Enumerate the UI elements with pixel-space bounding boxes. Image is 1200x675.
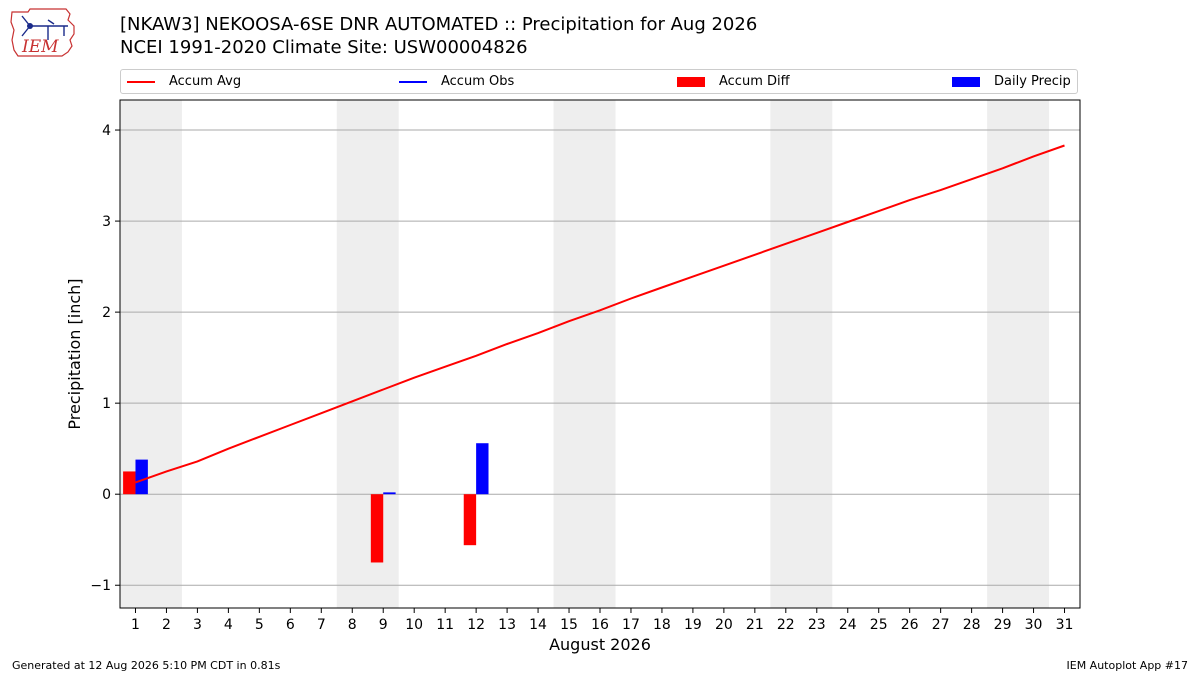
logo-text: IEM xyxy=(21,37,59,57)
x-tick-label-28: 28 xyxy=(963,617,981,633)
x-tick-label-29: 29 xyxy=(994,617,1012,633)
legend-label-accum-diff: Accum Diff xyxy=(719,74,790,89)
x-tick-label-8: 8 xyxy=(348,617,357,633)
daily-precip-bar-12 xyxy=(476,443,489,495)
y-axis-label: Precipitation [inch] xyxy=(65,278,84,429)
x-tick-label-22: 22 xyxy=(777,617,795,633)
x-tick-label-14: 14 xyxy=(529,617,547,633)
x-tick-label-4: 4 xyxy=(224,617,233,633)
y-tick-label-0: −1 xyxy=(90,578,111,594)
legend-swatch-daily-precip xyxy=(952,77,980,87)
x-tick-label-13: 13 xyxy=(498,617,516,633)
iem-logo: IEM xyxy=(10,8,75,57)
x-tick-label-18: 18 xyxy=(653,617,671,633)
x-tick-label-17: 17 xyxy=(622,617,640,633)
x-tick-label-10: 10 xyxy=(405,617,423,633)
footer-app-id: IEM Autoplot App #17 xyxy=(1066,659,1189,672)
weekend-shade-4 xyxy=(987,100,1050,608)
x-tick-label-30: 30 xyxy=(1025,617,1043,633)
x-tick-label-25: 25 xyxy=(870,617,888,633)
x-tick-label-23: 23 xyxy=(808,617,826,633)
accum-avg-line xyxy=(135,144,1065,484)
weekend-shade-3 xyxy=(770,100,833,608)
legend: Accum Avg Accum Obs Accum Diff Daily Pre… xyxy=(120,69,1078,94)
legend-label-accum-obs: Accum Obs xyxy=(441,74,515,89)
y-tick-label-4: 3 xyxy=(102,214,111,230)
accum-diff-bar-9 xyxy=(370,494,384,563)
chart-title: [NKAW3] NEKOOSA-6SE DNR AUTOMATED :: Pre… xyxy=(120,14,758,35)
x-tick-label-5: 5 xyxy=(255,617,264,633)
x-tick-label-16: 16 xyxy=(591,617,609,633)
x-tick-label-1: 1 xyxy=(131,617,140,633)
weekend-shade-2 xyxy=(553,100,616,608)
x-tick-label-2: 2 xyxy=(162,617,171,633)
x-tick-label-7: 7 xyxy=(317,617,326,633)
x-tick-label-26: 26 xyxy=(901,617,919,633)
weekend-shade-0 xyxy=(120,100,182,608)
footer-generated: Generated at 12 Aug 2026 5:10 PM CDT in … xyxy=(12,659,281,672)
x-tick-label-21: 21 xyxy=(746,617,764,633)
chart-subtitle: NCEI 1991-2020 Climate Site: USW00004826 xyxy=(120,37,528,58)
y-tick-label-1: 0 xyxy=(102,487,111,503)
daily-precip-bar-1 xyxy=(135,459,148,495)
x-tick-label-20: 20 xyxy=(715,617,733,633)
weekend-shade-1 xyxy=(336,100,399,608)
x-axis-label: August 2026 xyxy=(549,635,651,654)
accum-diff-bar-1 xyxy=(123,471,136,495)
legend-swatch-accum-diff xyxy=(677,77,705,87)
legend-swatch-accum-avg xyxy=(127,81,155,83)
x-tick-label-11: 11 xyxy=(436,617,454,633)
chart-title-block: [NKAW3] NEKOOSA-6SE DNR AUTOMATED :: Pre… xyxy=(120,13,757,59)
y-tick-label-2: 1 xyxy=(102,396,111,412)
daily-precip-bar-9 xyxy=(383,492,396,495)
legend-swatch-accum-obs xyxy=(399,81,427,83)
legend-label-accum-avg: Accum Avg xyxy=(169,74,242,89)
x-tick-label-15: 15 xyxy=(560,617,578,633)
y-tick-label-5: 4 xyxy=(102,123,111,139)
y-tick-label-3: 2 xyxy=(102,305,111,321)
x-tick-label-3: 3 xyxy=(193,617,202,633)
x-tick-label-19: 19 xyxy=(684,617,702,633)
x-tick-label-31: 31 xyxy=(1056,617,1074,633)
accum-diff-bar-12 xyxy=(463,494,477,546)
legend-label-daily-precip: Daily Precip xyxy=(994,74,1071,89)
x-tick-label-12: 12 xyxy=(467,617,485,633)
x-tick-label-9: 9 xyxy=(379,617,388,633)
x-tick-label-24: 24 xyxy=(839,617,857,633)
x-tick-label-27: 27 xyxy=(932,617,950,633)
x-tick-label-6: 6 xyxy=(286,617,295,633)
